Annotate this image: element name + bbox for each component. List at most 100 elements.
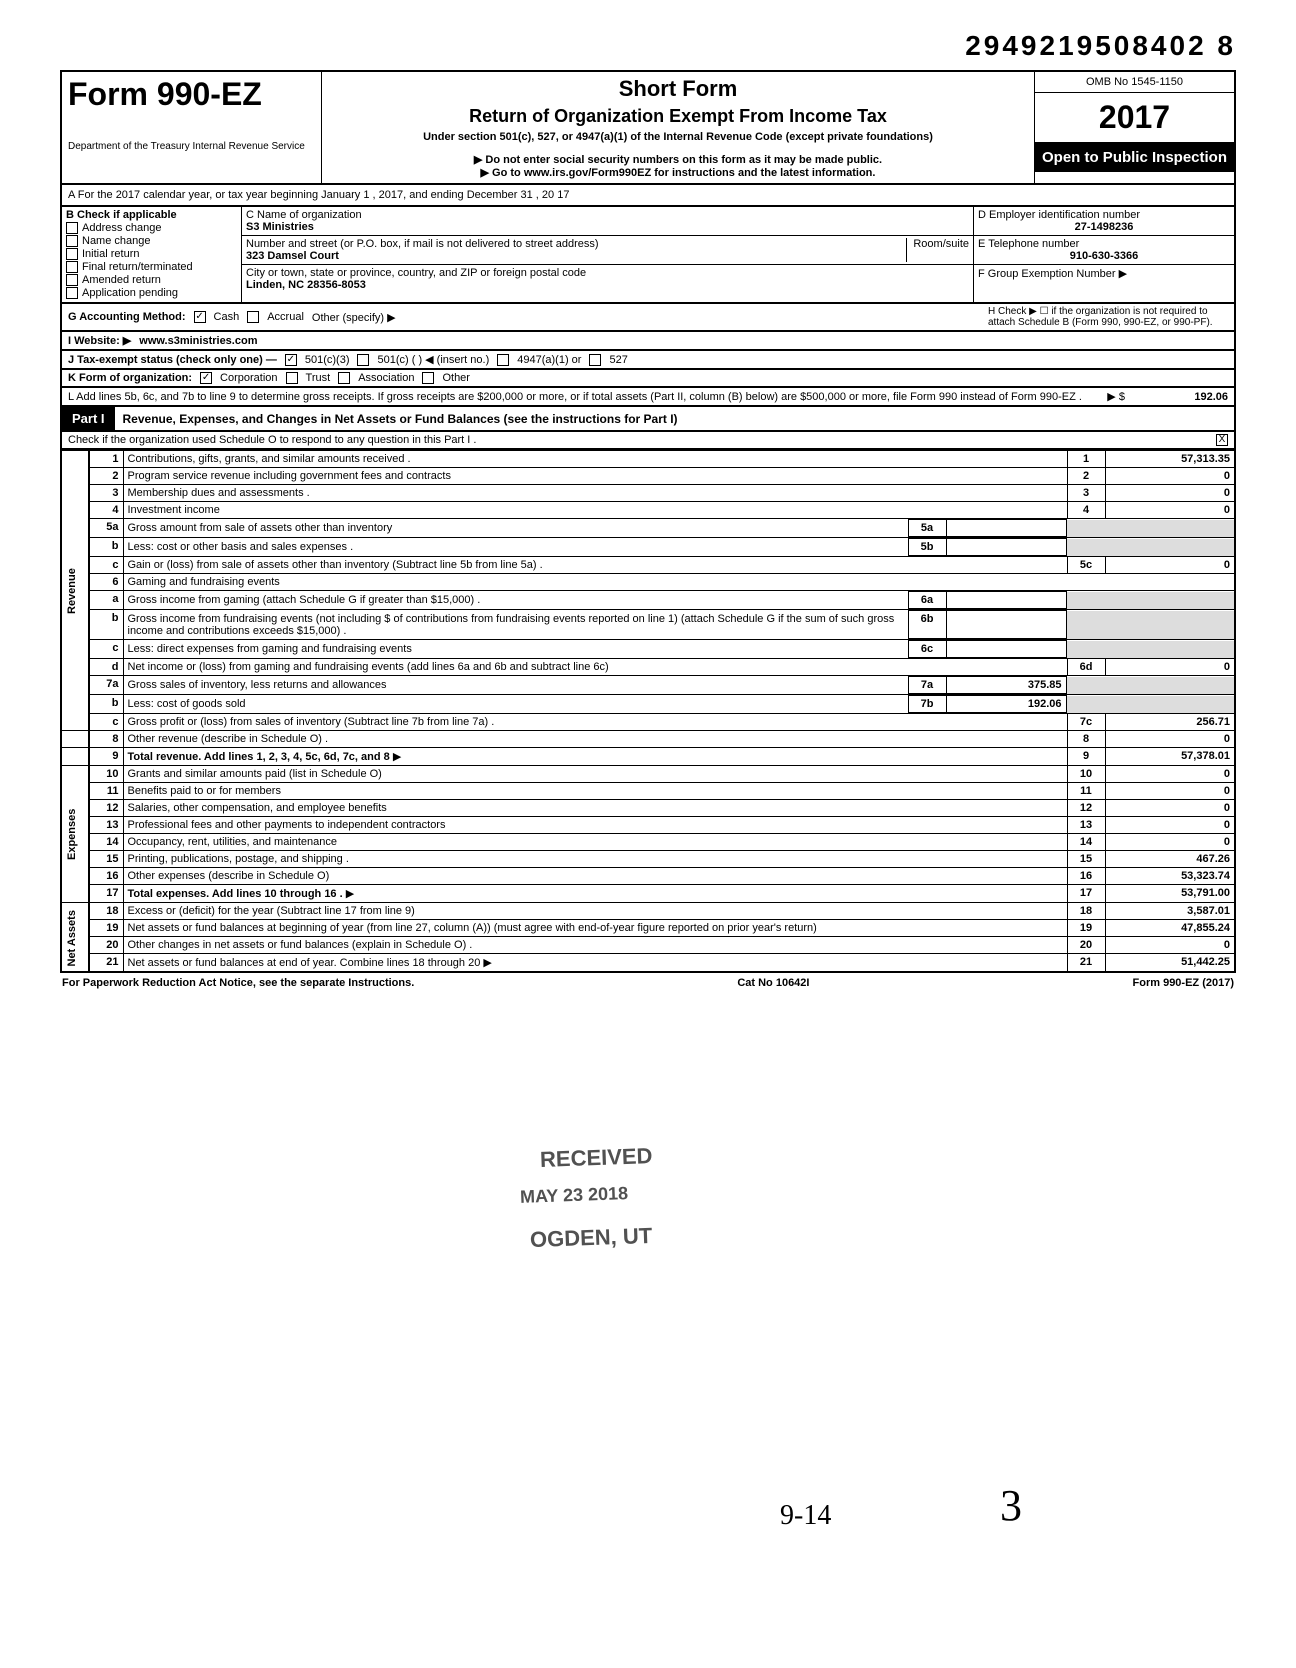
omb: OMB No 1545-1150: [1035, 72, 1234, 93]
tax-year: 2017: [1035, 93, 1234, 143]
chk-name[interactable]: Name change: [66, 235, 237, 247]
row3: Membership dues and assessments .: [123, 485, 1067, 502]
chk-trust[interactable]: [286, 372, 298, 384]
chk-501c[interactable]: [357, 354, 369, 366]
subhead: Under section 501(c), 527, or 4947(a)(1)…: [328, 131, 1028, 143]
chk-final[interactable]: Final return/terminated: [66, 261, 237, 273]
row5a: Gross amount from sale of assets other t…: [124, 520, 909, 537]
row5c: Gain or (loss) from sale of assets other…: [123, 557, 1067, 574]
chk-pending[interactable]: Application pending: [66, 287, 237, 299]
side-revenue: Revenue: [61, 451, 89, 731]
c-name: S3 Ministries: [246, 221, 314, 233]
chk-initial[interactable]: Initial return: [66, 248, 237, 260]
footer-right: Form 990-EZ (2017): [1133, 977, 1234, 989]
stamp-ogden: OGDEN, UT: [530, 1223, 653, 1253]
stamp-received: RECEIVED: [540, 1143, 653, 1173]
d-label: D Employer identification number: [978, 209, 1140, 221]
form-num: Form 990-EZ: [68, 76, 262, 112]
l-val: 192.06: [1128, 391, 1228, 403]
line-j: J Tax-exempt status (check only one) — ✓…: [60, 351, 1236, 370]
open-public: Open to Public Inspection: [1035, 143, 1234, 172]
row7c: Gross profit or (loss) from sales of inv…: [123, 714, 1067, 731]
row6a: Gross income from gaming (attach Schedul…: [124, 592, 909, 609]
return-title: Return of Organization Exempt From Incom…: [328, 106, 1028, 127]
c-city: Linden, NC 28356-8053: [246, 279, 366, 291]
g-label: G Accounting Method:: [68, 311, 186, 323]
dln: 2949219508402 8: [60, 30, 1236, 62]
c-city-label: City or town, state or province, country…: [246, 267, 586, 279]
d-ein: 27-1498236: [978, 221, 1230, 233]
row10: Grants and similar amounts paid (list in…: [123, 766, 1067, 783]
website: www.s3ministries.com: [139, 335, 257, 347]
row9: Total revenue. Add lines 1, 2, 3, 4, 5c,…: [123, 748, 1067, 766]
chk-address[interactable]: Address change: [66, 222, 237, 234]
part1-check: Check if the organization used Schedule …: [60, 432, 1236, 450]
line-g: G Accounting Method: ✓Cash Accrual Other…: [60, 304, 1236, 332]
row11: Benefits paid to or for members: [123, 783, 1067, 800]
chk-4947[interactable]: [497, 354, 509, 366]
shortform: Short Form: [328, 76, 1028, 102]
footer-center: Cat No 10642I: [737, 977, 809, 989]
row17: Total expenses. Add lines 10 through 16 …: [123, 885, 1067, 903]
row5b: Less: cost or other basis and sales expe…: [124, 539, 909, 556]
chk-527[interactable]: [589, 354, 601, 366]
part1-table: Revenue 1Contributions, gifts, grants, a…: [60, 450, 1236, 973]
e-phone: 910-630-3366: [978, 250, 1230, 262]
side-expenses: Expenses: [61, 766, 89, 903]
k-label: K Form of organization:: [68, 372, 192, 384]
l-text: L Add lines 5b, 6c, and 7b to line 9 to …: [68, 391, 1082, 403]
note2: Go to www.irs.gov/Form990EZ for instruct…: [328, 166, 1028, 179]
grid-bcdef: B Check if applicable Address change Nam…: [60, 207, 1236, 304]
row7b: Less: cost of goods sold: [124, 696, 909, 713]
row19: Net assets or fund balances at beginning…: [123, 920, 1067, 937]
row7a: Gross sales of inventory, less returns a…: [124, 677, 909, 694]
chk-assoc[interactable]: [338, 372, 350, 384]
part1-header: Part I Revenue, Expenses, and Changes in…: [60, 407, 1236, 432]
chk-amended[interactable]: Amended return: [66, 274, 237, 286]
line-k: K Form of organization: ✓Corporation Tru…: [60, 370, 1236, 388]
b-label: B Check if applicable: [66, 209, 237, 221]
row2: Program service revenue including govern…: [123, 468, 1067, 485]
line-l: L Add lines 5b, 6c, and 7b to line 9 to …: [60, 388, 1236, 407]
chk-corp[interactable]: ✓: [200, 372, 212, 384]
row6b: Gross income from fundraising events (no…: [124, 611, 909, 639]
row1: Contributions, gifts, grants, and simila…: [123, 451, 1067, 468]
f-label: F Group Exemption Number ▶: [978, 268, 1127, 280]
e-label: E Telephone number: [978, 238, 1079, 250]
row16: Other expenses (describe in Schedule O): [123, 868, 1067, 885]
section-a: A For the 2017 calendar year, or tax yea…: [60, 185, 1236, 207]
note1: Do not enter social security numbers on …: [328, 153, 1028, 166]
row6: Gaming and fundraising events: [123, 574, 1235, 591]
c-addr: 323 Damsel Court: [246, 250, 339, 262]
h-text: H Check ▶ ☐ if the organization is not r…: [988, 306, 1228, 328]
row20: Other changes in net assets or fund bala…: [123, 937, 1067, 954]
room-suite: Room/suite: [906, 238, 969, 262]
part1-desc: Revenue, Expenses, and Changes in Net As…: [115, 408, 686, 430]
row13: Professional fees and other payments to …: [123, 817, 1067, 834]
row18: Excess or (deficit) for the year (Subtra…: [123, 903, 1067, 920]
row14: Occupancy, rent, utilities, and maintena…: [123, 834, 1067, 851]
footer-left: For Paperwork Reduction Act Notice, see …: [62, 977, 414, 989]
form-header: Form 990-EZ Department of the Treasury I…: [60, 70, 1236, 185]
row12: Salaries, other compensation, and employ…: [123, 800, 1067, 817]
line-i: I Website: ▶ www.s3ministries.com: [60, 332, 1236, 351]
c-name-label: C Name of organization: [246, 209, 362, 221]
i-label: I Website: ▶: [68, 334, 131, 347]
row15: Printing, publications, postage, and shi…: [123, 851, 1067, 868]
chk-other[interactable]: [422, 372, 434, 384]
row6c: Less: direct expenses from gaming and fu…: [124, 641, 909, 658]
side-netassets: Net Assets: [61, 903, 89, 973]
row21: Net assets or fund balances at end of ye…: [123, 954, 1067, 973]
chk-cash[interactable]: ✓: [194, 311, 206, 323]
row8: Other revenue (describe in Schedule O) .: [123, 731, 1067, 748]
row6d: Net income or (loss) from gaming and fun…: [123, 659, 1067, 676]
chk-501c3[interactable]: ✓: [285, 354, 297, 366]
j-label: J Tax-exempt status (check only one) —: [68, 354, 277, 366]
c-addr-label: Number and street (or P.O. box, if mail …: [246, 238, 599, 250]
handwrite-1: 9-14: [780, 1500, 831, 1532]
footer: For Paperwork Reduction Act Notice, see …: [60, 973, 1236, 993]
chk-accrual[interactable]: [247, 311, 259, 323]
row4: Investment income: [123, 502, 1067, 519]
chk-schedO[interactable]: X: [1216, 434, 1228, 446]
part1-label: Part I: [62, 407, 115, 430]
